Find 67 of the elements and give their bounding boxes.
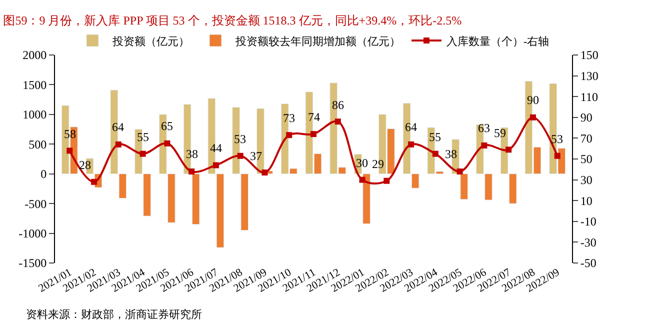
data-label: 59 xyxy=(494,126,506,140)
point xyxy=(554,152,560,159)
data-label: 30 xyxy=(356,156,368,170)
y-tick-label: 500 xyxy=(28,137,47,152)
data-label: 53 xyxy=(551,132,563,146)
data-label: 38 xyxy=(186,147,198,161)
point xyxy=(530,114,536,120)
y-tick-label: 1000 xyxy=(22,108,47,122)
point xyxy=(334,118,341,125)
point xyxy=(432,150,438,157)
data-label: 53 xyxy=(234,132,246,146)
data-label: 86 xyxy=(332,98,344,112)
data-label: 55 xyxy=(429,130,441,144)
y2-tick-label: 70 xyxy=(580,131,592,146)
data-label: 28 xyxy=(79,158,91,172)
point xyxy=(164,140,170,146)
data-label: 55 xyxy=(137,130,149,144)
data-label: 74 xyxy=(308,110,320,124)
point xyxy=(115,141,122,148)
y-tick-label: 0 xyxy=(40,167,47,182)
y-tick-label: -1500 xyxy=(18,256,47,270)
data-label: 90 xyxy=(527,93,539,107)
point xyxy=(506,146,512,153)
point xyxy=(188,168,195,174)
legend-label: 入库数量（个）-右轴 xyxy=(446,34,550,48)
chart-title: 图59：9 月份，新入库 PPP 项目 53 个，投资金额 1518.3 亿元，同比+39.4%，环比-2.5% xyxy=(3,14,462,28)
y-tick-label: -500 xyxy=(24,196,47,211)
point xyxy=(359,176,366,183)
y-tick-label: 1500 xyxy=(22,78,47,92)
y2-tick-label: 30 xyxy=(580,173,592,187)
y2-tick-label: 130 xyxy=(580,69,598,83)
y2-tick-label: -50 xyxy=(580,256,596,270)
point xyxy=(384,178,390,184)
data-label: 29 xyxy=(372,157,384,171)
data-label: 63 xyxy=(478,121,490,135)
point xyxy=(286,132,292,138)
data-label: 37 xyxy=(250,149,262,163)
legend-label: 投资额（亿元） xyxy=(112,34,190,48)
point xyxy=(237,152,244,159)
point xyxy=(212,162,219,168)
point xyxy=(91,178,98,185)
point xyxy=(481,142,488,148)
point xyxy=(66,148,73,154)
legend-label: 投资额较去年同期增加额（亿元） xyxy=(234,34,400,48)
y-tick-label: 2000 xyxy=(22,48,47,62)
y2-tick-label: 110 xyxy=(580,90,598,104)
bar xyxy=(460,174,468,200)
data-label: 65 xyxy=(161,119,173,133)
data-label: 44 xyxy=(210,141,222,155)
y2-tick-label: 50 xyxy=(580,152,592,166)
data-label: 73 xyxy=(283,111,295,125)
data-label: 64 xyxy=(112,120,124,134)
point xyxy=(310,131,316,138)
bar xyxy=(192,174,200,225)
y2-tick-label: 90 xyxy=(580,110,592,125)
point xyxy=(262,170,268,176)
data-label: 38 xyxy=(445,147,457,161)
point xyxy=(456,168,463,174)
y2-tick-label: -10 xyxy=(580,214,596,229)
y-tick-label: -1000 xyxy=(18,226,47,240)
y2-tick-label: -30 xyxy=(580,235,596,250)
data-label: 64 xyxy=(405,120,417,134)
point xyxy=(408,141,414,148)
text: 资料来源：财政部，浙商证券研究所 xyxy=(26,308,202,321)
point xyxy=(140,150,146,157)
y2-tick-label: 150 xyxy=(580,48,598,62)
y2-tick-label: 10 xyxy=(580,194,592,208)
